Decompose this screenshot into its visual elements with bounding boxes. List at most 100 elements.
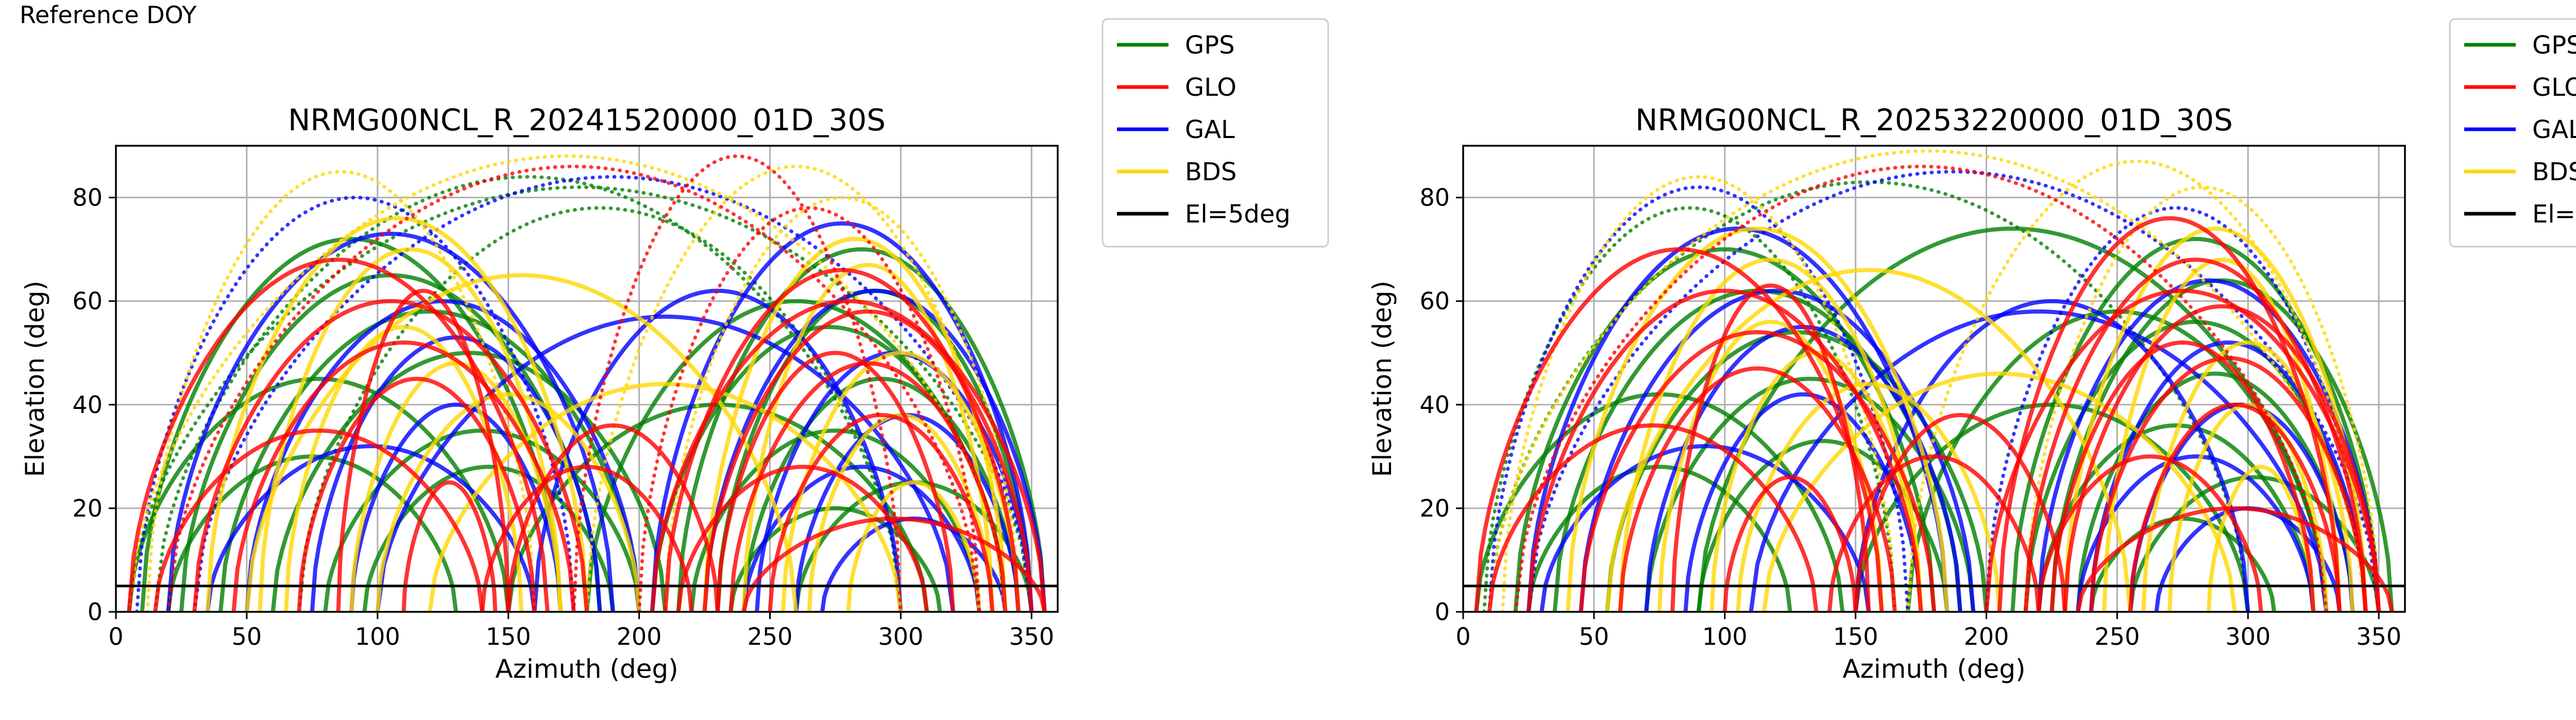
track-glo xyxy=(2037,454,2263,612)
track-gal xyxy=(135,196,576,612)
track-glo xyxy=(192,299,589,612)
track-bds xyxy=(1618,258,1923,612)
series-glo xyxy=(1474,164,2394,612)
track-glo xyxy=(231,340,576,612)
track-bds xyxy=(375,392,641,612)
track-glo xyxy=(702,309,1034,612)
legend-label: GPS xyxy=(1185,31,1235,60)
track-bds xyxy=(1906,159,2368,612)
chart-title: NRMG00NCL_R_20241520000_01D_30S xyxy=(288,102,886,138)
track-bds xyxy=(1761,371,2237,612)
x-tick-label: 250 xyxy=(748,623,793,650)
legend-label: El=5deg xyxy=(2532,200,2576,229)
track-glo xyxy=(401,480,498,612)
legend: GPS GLO GAL BDS El=5deg xyxy=(1101,18,1329,248)
track-gal xyxy=(702,288,1047,612)
legend-label: El=5deg xyxy=(1185,200,1291,229)
figure-title: Reference DOY xyxy=(20,1,197,29)
track-glo xyxy=(2049,340,2316,612)
track-glo xyxy=(1514,164,2329,612)
track-bds xyxy=(2141,340,2355,612)
track-gal xyxy=(1579,288,1976,612)
legend-label: GLO xyxy=(2532,73,2576,102)
x-tick-label: 200 xyxy=(617,623,662,650)
track-gps xyxy=(676,247,1047,612)
legend-label: BDS xyxy=(1185,158,1236,186)
track-glo xyxy=(1579,330,1936,612)
legend-label: GAL xyxy=(2532,115,2576,144)
track-bds xyxy=(284,324,524,612)
x-tick-label: 250 xyxy=(2095,623,2140,650)
track-gal xyxy=(1683,392,1923,612)
track-bds xyxy=(2207,465,2316,612)
track-bds xyxy=(2024,185,2381,612)
track-bds xyxy=(741,263,995,612)
y-tick-label: 40 xyxy=(1419,391,1450,419)
x-tick-label: 150 xyxy=(486,623,531,650)
track-gal xyxy=(1853,299,2250,612)
legend-label: GLO xyxy=(1185,73,1236,102)
chart-panel-2: 0 50 100 150 200 250 300 350 0 20 40 60 80 NRMG00NCL_… xyxy=(1367,18,2576,684)
x-tick-label: 100 xyxy=(355,623,400,650)
track-bds xyxy=(127,154,1007,612)
track-glo xyxy=(572,154,903,612)
y-tick-label: 40 xyxy=(72,391,103,419)
y-tick-label: 60 xyxy=(1419,287,1450,315)
x-tick-label: 0 xyxy=(108,623,123,650)
track-bds xyxy=(702,236,1008,612)
track-gal xyxy=(650,221,1034,612)
track-gps xyxy=(1853,402,2250,612)
y-tick-label: 20 xyxy=(72,494,103,522)
track-gal xyxy=(1539,444,1871,612)
track-glo xyxy=(1722,475,1858,612)
series-bds xyxy=(127,154,1021,612)
track-gps xyxy=(1526,465,1792,612)
track-bds xyxy=(244,273,799,612)
legend-box xyxy=(1101,18,1329,248)
x-tick-label: 300 xyxy=(878,623,923,650)
track-bds xyxy=(205,216,589,612)
track-gps xyxy=(1697,226,2329,612)
track-glo xyxy=(336,288,511,612)
x-tick-label: 350 xyxy=(2356,623,2401,650)
track-gal xyxy=(1985,206,2368,612)
track-bds xyxy=(585,164,1007,612)
track-glo xyxy=(166,164,981,612)
axes-frame xyxy=(115,145,1059,613)
track-glo xyxy=(1984,288,2381,612)
y-tick-label: 80 xyxy=(72,184,103,212)
legend: GPS GLO GAL BDS El=5deg xyxy=(2449,18,2576,248)
track-glo xyxy=(127,258,550,612)
chart-title: NRMG00NCL_R_20253220000_01D_30S xyxy=(1635,102,2233,138)
track-glo xyxy=(2089,356,2368,612)
y-tick-label: 80 xyxy=(1419,184,1450,212)
track-gal xyxy=(375,314,955,612)
chart-panel-1: 0 50 100 150 200 250 300 350 0 20 40 60 80 NRMG00NCL_… xyxy=(20,18,1329,684)
track-gps xyxy=(1513,247,1936,612)
x-axis-label: Azimuth (deg) xyxy=(1842,654,2025,684)
x-tick-label: 0 xyxy=(1455,623,1470,650)
track-bds xyxy=(663,196,1021,612)
y-tick-label: 60 xyxy=(72,287,103,315)
track-glo xyxy=(2062,304,2381,612)
track-glo xyxy=(650,299,1047,612)
track-glo xyxy=(2128,402,2342,612)
track-bds xyxy=(145,169,536,612)
track-gal xyxy=(349,402,563,612)
track-glo xyxy=(1997,216,2342,612)
x-tick-label: 300 xyxy=(2225,623,2270,650)
legend-label: GPS xyxy=(2532,31,2576,60)
track-gal xyxy=(205,444,537,612)
track-glo xyxy=(676,465,929,612)
axes-frame xyxy=(1462,145,2406,613)
x-tick-label: 100 xyxy=(1702,623,1748,650)
track-bds xyxy=(2167,402,2329,612)
y-tick-label: 0 xyxy=(1435,598,1450,626)
track-bds xyxy=(1566,226,1950,612)
x-tick-label: 50 xyxy=(1579,623,1609,650)
legend-label: BDS xyxy=(2532,158,2576,186)
legend-label: GAL xyxy=(1185,115,1235,144)
y-tick-label: 20 xyxy=(1419,494,1450,522)
x-tick-label: 200 xyxy=(1964,623,2009,650)
